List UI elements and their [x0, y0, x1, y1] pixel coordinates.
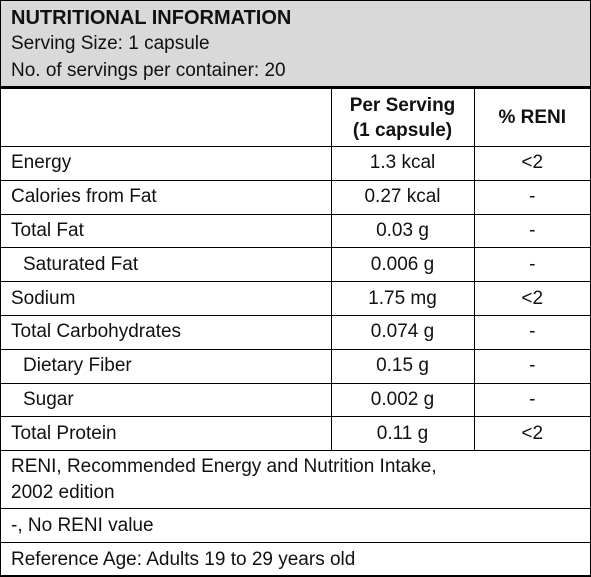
- table-row: Total Protein 0.11 g <2: [1, 416, 590, 452]
- reni-value: <2: [473, 281, 590, 316]
- nutrient-name: Total Fat: [1, 213, 332, 249]
- servings-per-container: No. of servings per container: 20: [11, 60, 286, 81]
- serving-size: Serving Size: 1 capsule: [11, 33, 210, 54]
- table-row: Energy 1.3 kcal <2: [1, 146, 590, 181]
- reni-value: <2: [473, 416, 590, 452]
- nutrient-name: Sodium: [1, 281, 332, 316]
- table-header-row: Per Serving (1 capsule) % RENI: [1, 88, 590, 147]
- footnote-reni-line1: RENI, Recommended Energy and Nutrition I…: [11, 456, 437, 477]
- footnote-reni-line2: 2002 edition: [11, 482, 115, 503]
- footnote-no-value: -, No RENI value: [1, 508, 590, 542]
- nutrition-table: Per Serving (1 capsule) % RENI Energy 1.3…: [1, 88, 590, 452]
- table-row: Dietary Fiber 0.15 g-: [1, 348, 590, 384]
- per-serving-value: 0.006 g: [330, 247, 475, 283]
- nutrient-name: Saturated Fat: [1, 247, 332, 283]
- per-serving-value: 0.002 g: [330, 382, 475, 418]
- per-serving-header-line2: (1 capsule): [352, 119, 453, 141]
- footnote-reni-definition: RENI, Recommended Energy and Nutrition I…: [1, 450, 590, 508]
- nutrient-name: Calories from Fat: [1, 179, 332, 215]
- nutrient-name: Sugar: [1, 382, 332, 418]
- per-serving-value: 1.75 mg: [330, 281, 475, 316]
- panel-bottom-border: [0, 575, 591, 577]
- per-serving-value: 0.15 g: [330, 348, 475, 384]
- per-serving-value: 1.3 kcal: [330, 146, 475, 181]
- per-serving-value: 0.27 kcal: [330, 179, 475, 215]
- reni-value: <2: [473, 146, 590, 181]
- reni-value: -: [473, 179, 590, 215]
- panel-header: NUTRITIONAL INFORMATION Serving Size: 1 …: [1, 1, 590, 88]
- table-row: Total Carbohydrates 0.074 g-: [1, 314, 590, 350]
- reni-value: -: [473, 213, 590, 249]
- per-serving-value: 0.074 g: [330, 314, 475, 350]
- reni-value: -: [473, 382, 590, 418]
- nutrient-name: Total Protein: [1, 416, 332, 452]
- table-row: Saturated Fat 0.006 g-: [1, 247, 590, 283]
- nutrient-name: Energy: [1, 146, 332, 181]
- nutrient-name: Dietary Fiber: [1, 348, 332, 384]
- table-row: Sugar 0.002 g-: [1, 382, 590, 418]
- per-serving-value: 0.11 g: [330, 416, 475, 452]
- per-serving-column-header: Per Serving (1 capsule): [330, 88, 475, 147]
- reni-value: -: [473, 247, 590, 283]
- table-row: Sodium 1.75 mg <2: [1, 281, 590, 316]
- nutrient-name: Total Carbohydrates: [1, 314, 332, 350]
- reni-value: -: [473, 348, 590, 384]
- reni-column-header: % RENI: [473, 88, 590, 147]
- nutrient-column-header: [1, 88, 332, 147]
- reni-value: -: [473, 314, 590, 350]
- panel-title: NUTRITIONAL INFORMATION: [11, 7, 292, 29]
- table-row: Calories from Fat 0.27 kcal -: [1, 179, 590, 215]
- per-serving-header-line1: Per Serving: [349, 94, 456, 116]
- per-serving-value: 0.03 g: [330, 213, 475, 249]
- table-row: Total Fat 0.03 g-: [1, 213, 590, 249]
- footnote-reference-age: Reference Age: Adults 19 to 29 years old: [1, 542, 590, 576]
